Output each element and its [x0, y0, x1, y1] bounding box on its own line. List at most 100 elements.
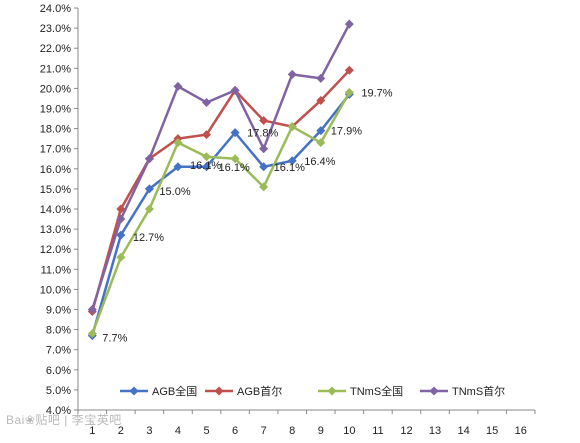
y-tick-label: 23.0%	[40, 23, 71, 35]
x-tick-label: 15	[486, 425, 498, 437]
y-tick-label: 17.0%	[40, 144, 71, 156]
baidu-paw-icon: ❀	[24, 413, 36, 427]
data-point	[316, 126, 326, 136]
x-tick-label: 14	[457, 425, 469, 437]
data-point	[144, 184, 154, 194]
y-tick-label: 4.0%	[46, 405, 71, 417]
series-line	[91, 91, 351, 335]
data-point	[116, 214, 126, 224]
data-label: 17.8%	[247, 128, 278, 140]
data-point	[316, 73, 326, 83]
y-tick-label: 11.0%	[41, 264, 72, 276]
y-tick-label: 15.0%	[40, 184, 71, 196]
data-point	[316, 95, 326, 105]
x-tick-label: 6	[232, 425, 238, 437]
series-TNmS全国	[87, 87, 354, 339]
series-line	[91, 69, 351, 312]
data-point	[202, 130, 212, 140]
data-point	[202, 162, 212, 172]
watermark: Bai❀贴吧 | 李宝英吧	[6, 411, 122, 428]
data-label: 16.1%	[219, 162, 250, 174]
x-tick-label: 5	[203, 425, 209, 437]
data-label: 16.4%	[304, 156, 335, 168]
data-label: 12.7%	[133, 232, 164, 244]
data-point	[259, 144, 269, 154]
y-tick-label: 13.0%	[40, 224, 71, 236]
series-AGB全国	[87, 89, 354, 341]
data-point	[230, 128, 240, 138]
x-tick-label: 12	[400, 425, 412, 437]
y-tick-label: 16.0%	[40, 164, 71, 176]
x-tick-label: 1	[89, 425, 95, 437]
x-tick-label: 10	[343, 425, 355, 437]
series-line	[91, 23, 351, 310]
axes: 4.0% 5.0% 6.0% 7.0% 8.0% 9.0% 10.0% 11.0% 12.0% 1…	[40, 3, 536, 437]
x-tick-label: 3	[146, 425, 152, 437]
data-point	[344, 19, 354, 29]
data-point	[144, 154, 154, 164]
x-tick-label: 11	[372, 425, 383, 437]
legend-label: TNmS全国	[350, 384, 403, 398]
data-point	[202, 97, 212, 107]
legend-swatch-marker	[429, 386, 439, 396]
legend-swatch-marker	[129, 386, 139, 396]
y-tick-label: 20.0%	[40, 83, 71, 95]
y-tick-label: 18.0%	[40, 124, 71, 136]
y-tick-label: 6.0%	[46, 365, 71, 377]
data-label: 16.1%	[190, 160, 221, 172]
data-label: 17.9%	[331, 126, 362, 138]
y-tick-label: 7.0%	[46, 345, 71, 357]
x-tick-label: 16	[515, 425, 527, 437]
legend-label: AGB全国	[152, 384, 197, 398]
data-point	[173, 138, 183, 148]
data-point	[87, 329, 97, 339]
legend-item: TNmS全国	[318, 384, 403, 398]
data-point	[344, 87, 354, 97]
data-point	[116, 252, 126, 262]
data-label: 19.7%	[361, 87, 392, 99]
data-point	[173, 162, 183, 172]
legend-label: TNmS首尔	[452, 384, 505, 398]
y-tick-label: 12.0%	[40, 244, 71, 256]
legend-swatch-marker	[327, 386, 337, 396]
data-point	[287, 156, 297, 166]
x-tick-label: 2	[118, 425, 124, 437]
y-tick-label: 14.0%	[40, 204, 71, 216]
legend: AGB全国 AGB首尔 TNmS全国 TNmS首尔	[120, 384, 505, 398]
legend-item: AGB全国	[120, 384, 197, 398]
series-layer	[87, 19, 354, 341]
x-tick-label: 8	[289, 425, 295, 437]
x-tick-label: 9	[318, 425, 324, 437]
data-point	[173, 81, 183, 91]
y-tick-label: 5.0%	[46, 385, 71, 397]
y-tick-label: 10.0%	[40, 284, 71, 296]
x-tick-label: 13	[429, 425, 441, 437]
series-TNmS首尔	[87, 19, 354, 314]
y-tick-label: 22.0%	[40, 43, 71, 55]
series-AGB首尔	[87, 65, 354, 317]
data-point	[259, 162, 269, 172]
legend-swatch-marker	[214, 386, 224, 396]
data-point	[344, 65, 354, 75]
data-point	[316, 138, 326, 148]
data-point	[259, 182, 269, 192]
y-tick-label: 21.0%	[40, 63, 71, 75]
y-tick-label: 9.0%	[46, 305, 71, 317]
data-point	[230, 85, 240, 95]
x-tick-label: 7	[261, 425, 267, 437]
data-point	[87, 305, 97, 314]
data-point	[230, 154, 240, 164]
y-tick-label: 19.0%	[40, 104, 71, 116]
data-label: 15.0%	[159, 186, 190, 198]
data-point	[144, 204, 154, 214]
legend-label: AGB首尔	[237, 384, 282, 398]
data-label: 16.1%	[274, 162, 305, 174]
data-labels: 7.7%12.7%15.0%16.1%16.1%17.8%16.1%16.4%1…	[102, 87, 392, 344]
y-tick-label: 8.0%	[46, 325, 71, 337]
data-point	[287, 69, 297, 79]
series-line	[91, 93, 351, 336]
data-point	[116, 204, 126, 214]
watermark-logo: Bai	[6, 413, 25, 427]
